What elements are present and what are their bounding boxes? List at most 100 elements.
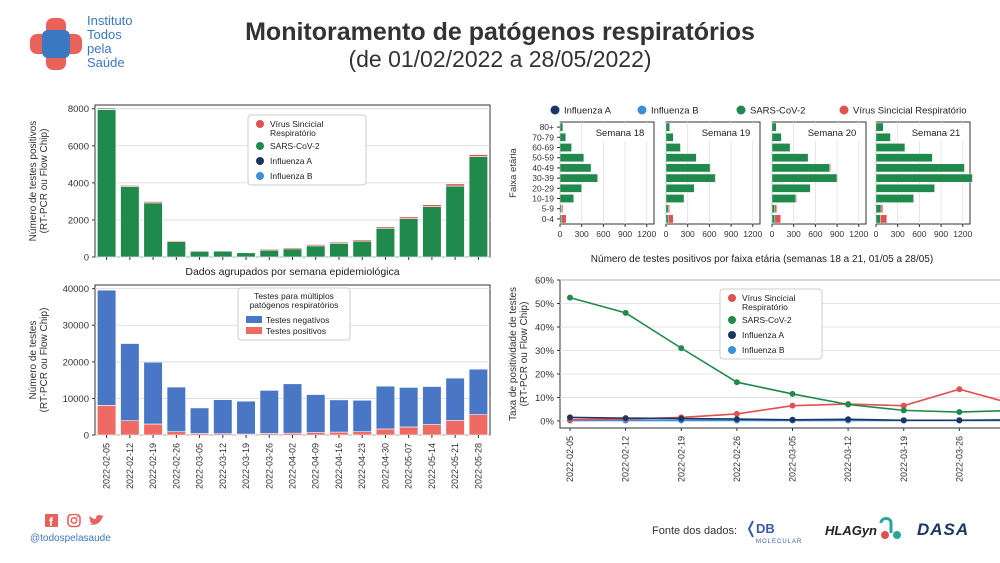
x-tick-label: 2022-02-26 bbox=[171, 443, 181, 489]
legend-label: Respiratório bbox=[270, 128, 316, 138]
panel-title-bg bbox=[906, 125, 967, 141]
y-tick-label: 50% bbox=[535, 299, 555, 310]
bar-segment bbox=[445, 420, 465, 436]
bar-segment bbox=[259, 390, 279, 434]
chart-positive-tests-by-week: 0 2000 4000 6000 8000 Número de testes positi… bbox=[28, 104, 491, 278]
bar-segment bbox=[875, 143, 906, 152]
x-tick-label: 2022-05-28 bbox=[473, 443, 483, 489]
bar-segment bbox=[422, 206, 442, 258]
bar-segment bbox=[561, 204, 564, 213]
legend-marker bbox=[246, 327, 262, 334]
legend-marker bbox=[736, 105, 746, 115]
legend-marker bbox=[256, 120, 264, 128]
bar-segment bbox=[399, 218, 419, 258]
legend-label: Influenza B bbox=[651, 106, 699, 117]
x-tick-label: 300 bbox=[891, 229, 905, 239]
page-title: Monitoramento de patógenos respiratórios bbox=[245, 18, 755, 46]
x-tick-label: 2022-03-05 bbox=[788, 436, 798, 482]
x-tick-label: 0 bbox=[770, 229, 775, 239]
bar-segment bbox=[880, 214, 888, 224]
legend-label: Influenza B bbox=[742, 345, 785, 355]
bar-segment bbox=[329, 242, 349, 258]
bar-segment bbox=[120, 343, 140, 422]
x-tick-label: 600 bbox=[912, 229, 926, 239]
legend-marker bbox=[246, 316, 262, 323]
bar-segment bbox=[771, 133, 782, 142]
bar-segment bbox=[143, 202, 163, 258]
y-tick-label: 30% bbox=[535, 346, 555, 357]
org-name-line: Todos bbox=[87, 27, 122, 42]
x-tick-label: 300 bbox=[787, 229, 801, 239]
twitter-icon[interactable] bbox=[89, 515, 104, 525]
bar-segment bbox=[836, 173, 839, 183]
x-axis-label: Dados agrupados por semana epidemiológic… bbox=[185, 266, 399, 278]
bar-segment bbox=[665, 204, 669, 213]
bar-segment bbox=[771, 163, 831, 173]
bar-segment bbox=[375, 385, 396, 430]
series-line bbox=[569, 388, 1000, 421]
bar-segment bbox=[352, 431, 372, 436]
data-point bbox=[733, 410, 740, 417]
panel-title: Semana 21 bbox=[912, 128, 961, 139]
bar-segment bbox=[97, 289, 117, 406]
legend-label: SARS-CoV-2 bbox=[750, 106, 805, 117]
social-handle[interactable]: @todospelasaude bbox=[30, 533, 111, 544]
data-point bbox=[567, 414, 573, 421]
x-tick-label: 1200 bbox=[743, 229, 762, 239]
bar-segment bbox=[468, 156, 488, 258]
bar-segment bbox=[875, 184, 935, 193]
chart-positivity-rate: 0% 10% 20% 30% 40% 50% 60% 2022-02-05 2022-02-12… bbox=[508, 276, 1000, 482]
data-point bbox=[622, 415, 629, 422]
y-tick-label: 0 bbox=[84, 253, 89, 264]
data-point bbox=[678, 415, 685, 422]
x-tick-label: 2022-03-05 bbox=[195, 443, 205, 489]
legend-label: Influenza A bbox=[564, 106, 612, 117]
bar-segment bbox=[559, 204, 562, 213]
x-tick-label: 2022-04-16 bbox=[334, 443, 344, 489]
bar-segment bbox=[422, 386, 442, 425]
x-tick-label: 2022-04-23 bbox=[357, 443, 367, 489]
facebook-icon[interactable]: f bbox=[45, 514, 58, 528]
bar-segment bbox=[665, 153, 697, 162]
data-point bbox=[733, 416, 740, 423]
y-tick-label: 20% bbox=[535, 369, 555, 380]
instagram-icon[interactable] bbox=[67, 514, 81, 528]
bar-segment bbox=[236, 252, 256, 258]
bar-segment bbox=[597, 173, 599, 183]
bar-segment bbox=[445, 377, 465, 421]
bar-segment bbox=[559, 184, 582, 193]
bar-segment bbox=[189, 407, 210, 434]
legend-marker bbox=[728, 316, 736, 324]
bar-segment bbox=[665, 173, 716, 183]
bar-segment bbox=[143, 423, 163, 436]
bar-segment bbox=[771, 184, 811, 193]
legend-marker bbox=[728, 331, 736, 339]
legend-label: Influenza A bbox=[270, 156, 312, 166]
x-tick-label: 1200 bbox=[953, 229, 972, 239]
bar-segment bbox=[667, 204, 670, 213]
legend-marker bbox=[256, 157, 264, 165]
bar-segment bbox=[166, 386, 186, 433]
legend-title: Testes para múltiplos bbox=[254, 291, 334, 301]
series-line bbox=[569, 416, 1000, 422]
bar-segment bbox=[329, 431, 349, 436]
data-point bbox=[789, 416, 796, 423]
bar-segment bbox=[166, 241, 186, 258]
x-tick-label: 900 bbox=[934, 229, 948, 239]
x-tick-label: 2022-02-19 bbox=[676, 436, 686, 482]
bar-segment bbox=[166, 431, 186, 436]
panel-title: Semana 19 bbox=[702, 128, 751, 139]
y-tick-label: 0-4 bbox=[542, 214, 555, 224]
x-tick-label: 2022-04-30 bbox=[380, 443, 390, 489]
y-axis-label: Número de testes positivos bbox=[28, 121, 39, 242]
bar-segment bbox=[709, 163, 712, 173]
dasa-logo: DASA bbox=[917, 520, 969, 539]
legend-marker bbox=[839, 105, 849, 115]
svg-text:f: f bbox=[49, 515, 54, 528]
bar-segment bbox=[875, 194, 914, 203]
y-tick-label: 40-49 bbox=[532, 163, 554, 173]
dasa-logo-text: DASA bbox=[917, 520, 969, 539]
data-point bbox=[789, 390, 796, 397]
data-source-logos: DB MOLECULAR HLAGyn DASA bbox=[747, 517, 969, 545]
y-tick-label: 0% bbox=[540, 416, 554, 427]
